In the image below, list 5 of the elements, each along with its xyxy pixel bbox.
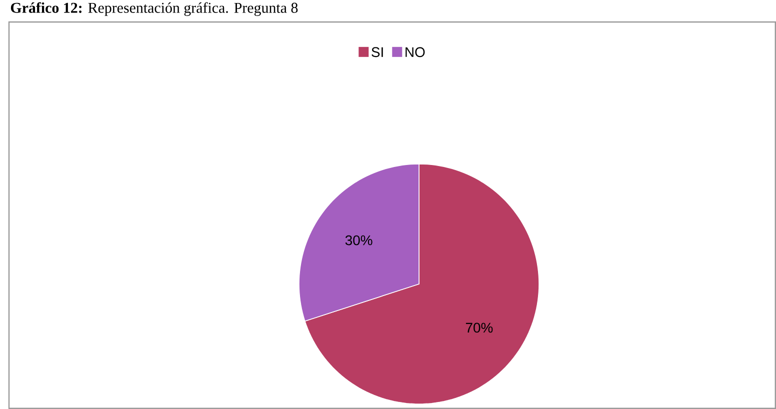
text: Gráfico 12: Representación gráfica. Pregunta 8 xyxy=(10,2,298,16)
legend-label: NO xyxy=(406,47,425,58)
legend-label: SI xyxy=(372,47,383,58)
data-label: 70% xyxy=(466,322,493,333)
data-label: 30% xyxy=(345,235,372,246)
